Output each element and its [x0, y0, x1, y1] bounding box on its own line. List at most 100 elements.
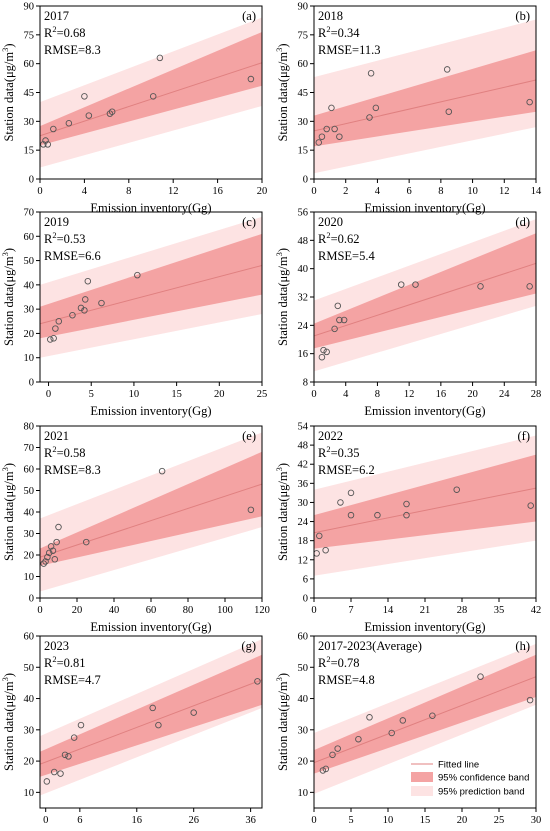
x-tick-label: 40: [109, 605, 120, 616]
y-tick-label: 24: [298, 321, 309, 332]
data-point: [477, 283, 484, 290]
data-point: [397, 281, 405, 288]
y-axis-title-main: Station data(μg/m: [2, 52, 16, 142]
y-tick-label: 24: [298, 517, 309, 528]
x-tick-label: 6: [407, 186, 412, 197]
y-axis-title: Station data(μg/m3): [0, 43, 16, 141]
data-point: [254, 678, 261, 685]
fitted-line: [40, 679, 262, 765]
r2-value: =0.68: [57, 26, 86, 40]
data-point: [81, 307, 88, 314]
r2-value: =0.62: [331, 232, 360, 246]
data-point: [477, 673, 484, 680]
data-point: [158, 467, 166, 475]
r2-prefix: R: [318, 446, 327, 460]
data-point: [453, 486, 460, 493]
y-axis-title-main: Station data(μg/m: [276, 52, 290, 142]
chart-panel-5: 0 20 40 60 80 100 120 0 10 20 30 40 50 60 70 80 Emission…: [0, 422, 270, 635]
plot-area: [40, 17, 262, 168]
x-tick-label: 15: [420, 815, 431, 826]
r2-value: =0.78: [331, 656, 360, 670]
y-tick-label: 30: [24, 725, 35, 736]
y-axis-title-close: ): [2, 248, 16, 252]
chart-panel-8: 051015202530102030405060Emission invento…: [274, 632, 541, 831]
year-label: 2020: [318, 215, 343, 229]
x-tick-label: 7: [348, 605, 353, 616]
r2-value: =0.35: [331, 446, 360, 460]
data-point: [55, 523, 62, 531]
x-tick-label: 24: [499, 389, 510, 400]
y-tick-label: 20: [298, 757, 309, 768]
x-tick-label: 100: [217, 605, 233, 616]
y-tick-label: 30: [298, 498, 309, 509]
y-tick-label: 10: [298, 788, 309, 799]
data-point: [316, 532, 323, 540]
y-tick-label: 54: [298, 422, 309, 433]
data-point: [65, 753, 72, 760]
x-tick-label: 20: [257, 186, 268, 197]
y-tick-label: 30: [24, 305, 35, 316]
data-point: [46, 336, 54, 343]
x-tick-label: 8: [375, 389, 380, 400]
data-point: [367, 70, 375, 77]
plot-area: [314, 219, 536, 372]
y-axis-title-close: ): [2, 673, 16, 677]
r2-exp: 2: [326, 24, 330, 34]
data-point: [403, 511, 410, 519]
data-point: [322, 546, 329, 554]
y-axis-title-close: ): [276, 43, 290, 47]
r2-exp: 2: [52, 230, 56, 240]
data-point: [149, 704, 156, 712]
panel-label: (a): [242, 9, 256, 23]
y-tick-label: 42: [298, 460, 309, 471]
data-point: [46, 549, 53, 557]
x-axis-title: Emission inventory(Gg): [90, 201, 211, 215]
data-point: [347, 511, 355, 519]
y-tick-label: 6: [303, 574, 308, 585]
y-tick-label: 40: [298, 264, 309, 275]
x-axis-title: Emission inventory(Gg): [364, 404, 485, 418]
chart-panel-6: 0 7 14 21 28 35 42 0 6 12 18 24 30 36 42 48 54 Emission i…: [274, 422, 541, 635]
data-point: [527, 502, 534, 509]
r2-prefix: R: [44, 446, 53, 460]
data-point: [526, 98, 533, 106]
data-point: [247, 506, 255, 514]
x-tick-label: 28: [531, 389, 542, 400]
data-point: [388, 729, 395, 737]
data-point: [43, 778, 51, 785]
data-point: [320, 346, 327, 354]
r2-label: R2=0.35: [318, 444, 360, 460]
r2-label: R2=0.53: [44, 230, 86, 246]
x-tick-label: 15: [171, 389, 182, 400]
data-point: [323, 348, 330, 356]
y-axis-title: Station data(μg/m3): [0, 248, 16, 346]
x-tick-label: 14: [383, 605, 394, 616]
panel-label: (e): [242, 429, 256, 443]
data-point: [44, 141, 52, 148]
r2-prefix: R: [318, 656, 327, 670]
y-tick-label: 70: [24, 208, 35, 219]
y-axis-title: Station data(μg/m3): [274, 248, 290, 346]
y-axis-title-exp: 3: [0, 677, 10, 681]
y-tick-label: 45: [298, 88, 309, 99]
data-point: [106, 110, 114, 117]
x-tick-label: 8: [438, 186, 443, 197]
r2-prefix: R: [44, 656, 53, 670]
rmse-label: RMSE=6.2: [318, 463, 375, 477]
y-tick-label: 40: [298, 694, 309, 705]
confidence-band: [314, 454, 536, 549]
y-tick-label: 60: [24, 232, 35, 243]
y-axis-title-close: ): [2, 463, 16, 467]
x-tick-label: 16: [436, 389, 447, 400]
fitted-line: [40, 264, 262, 325]
y-tick-label: 32: [298, 293, 309, 304]
y-axis-title: Station data(μg/m3): [274, 463, 290, 561]
data-point: [53, 538, 60, 546]
data-point: [331, 325, 338, 333]
y-tick-label: 50: [298, 663, 309, 674]
data-point: [61, 751, 69, 759]
data-point: [50, 125, 57, 133]
data-point: [334, 745, 341, 752]
x-tick-label: 16: [132, 815, 143, 826]
plot-area: [40, 216, 262, 358]
